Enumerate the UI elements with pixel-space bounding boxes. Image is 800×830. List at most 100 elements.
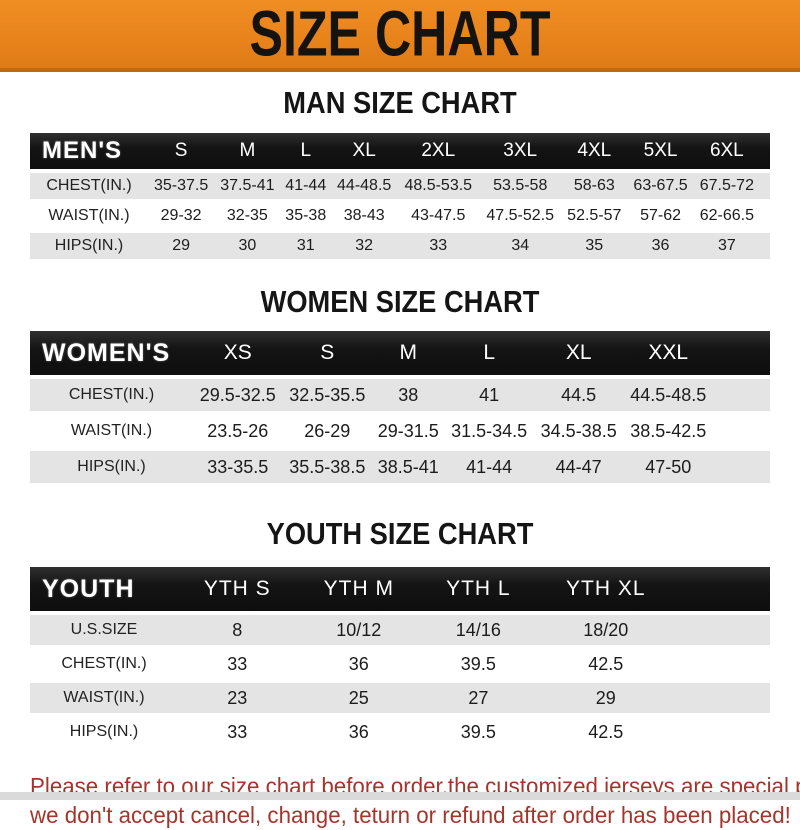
size-cell: 41 — [444, 379, 534, 411]
size-cell: 23 — [178, 683, 297, 713]
size-col-header: S — [148, 133, 215, 169]
size-col-header: 4XL — [561, 133, 628, 169]
size-cell: 38-43 — [331, 203, 398, 229]
disclaimer-line-2: we don't accept cancel, change, teturn o… — [30, 802, 791, 828]
size-cell: 29 — [535, 683, 676, 713]
size-cell: 33 — [397, 233, 480, 259]
size-cell: 29.5-32.5 — [193, 379, 283, 411]
size-cell: 44.5 — [533, 379, 624, 411]
size-col-header: YTH L — [421, 567, 536, 611]
women-table-label: WOMEN'S — [30, 331, 193, 375]
size-cell: 44-48.5 — [331, 173, 398, 199]
youth-table-label: YOUTH — [30, 567, 178, 611]
size-cell: 23.5-26 — [193, 415, 283, 447]
size-cell: 37 — [693, 233, 760, 259]
size-cell: 38.5-41 — [372, 451, 445, 483]
row-label: HIPS(IN.) — [30, 451, 193, 483]
size-cell: 38.5-42.5 — [623, 415, 713, 447]
size-cell: 53.5-58 — [479, 173, 562, 199]
table-row: WAIST(IN.) 23.5-26 26-29 29-31.5 31.5-34… — [30, 415, 770, 447]
size-cell: 29 — [148, 233, 215, 259]
size-col-header: XS — [193, 331, 283, 375]
spacer — [676, 717, 770, 747]
row-label: WAIST(IN.) — [30, 415, 193, 447]
order-disclaimer: Please refer to our size chart before or… — [30, 772, 800, 830]
size-col-header: 5XL — [627, 133, 694, 169]
size-cell: 31 — [280, 233, 332, 259]
spacer — [676, 567, 770, 611]
size-cell: 35 — [561, 233, 628, 259]
size-cell: 33 — [178, 649, 297, 679]
men-size-table: MEN'S S M L XL 2XL 3XL 4XL 5XL 6XL CHEST… — [30, 129, 770, 263]
men-section-title: MAN SIZE CHART — [283, 85, 517, 120]
men-header-row: MEN'S S M L XL 2XL 3XL 4XL 5XL 6XL — [30, 133, 770, 169]
size-cell: 27 — [421, 683, 536, 713]
size-cell: 39.5 — [421, 649, 536, 679]
size-cell: 58-63 — [561, 173, 628, 199]
table-row: CHEST(IN.) 35-37.5 37.5-41 41-44 44-48.5… — [30, 173, 770, 199]
size-cell: 31.5-34.5 — [444, 415, 534, 447]
row-label: U.S.SIZE — [30, 615, 178, 645]
size-cell: 36 — [296, 649, 422, 679]
table-row: HIPS(IN.) 29 30 31 32 33 34 35 36 37 — [30, 233, 770, 259]
size-cell: 47-50 — [623, 451, 713, 483]
spacer — [760, 173, 770, 199]
size-cell: 63-67.5 — [627, 173, 694, 199]
youth-section: YOUTH SIZE CHART YOUTH YTH S YTH M YTH L… — [0, 516, 800, 751]
page-title: SIZE CHART — [249, 0, 551, 70]
size-cell: 34.5-38.5 — [533, 415, 624, 447]
size-cell: 36 — [627, 233, 694, 259]
size-cell: 43-47.5 — [397, 203, 480, 229]
row-label: CHEST(IN.) — [30, 379, 193, 411]
row-label: CHEST(IN.) — [30, 173, 148, 199]
bottom-edge-strip — [0, 792, 800, 800]
women-size-table: WOMEN'S XS S M L XL XXL CHEST(IN.) 29.5-… — [30, 327, 770, 487]
size-cell: 30 — [214, 233, 281, 259]
spacer — [760, 233, 770, 259]
spacer — [713, 415, 770, 447]
size-cell: 42.5 — [535, 717, 676, 747]
table-row: CHEST(IN.) 33 36 39.5 42.5 — [30, 649, 770, 679]
size-cell: 44-47 — [533, 451, 624, 483]
size-cell: 14/16 — [421, 615, 536, 645]
youth-section-title: YOUTH SIZE CHART — [266, 516, 534, 551]
size-cell: 34 — [479, 233, 562, 259]
size-col-header: L — [444, 331, 534, 375]
table-row: HIPS(IN.) 33-35.5 35.5-38.5 38.5-41 41-4… — [30, 451, 770, 483]
size-col-header: YTH M — [296, 567, 422, 611]
size-cell: 41-44 — [444, 451, 534, 483]
size-cell: 32-35 — [214, 203, 281, 229]
table-row: U.S.SIZE 8 10/12 14/16 18/20 — [30, 615, 770, 645]
row-label: WAIST(IN.) — [30, 683, 178, 713]
size-col-header: 2XL — [397, 133, 480, 169]
spacer — [676, 615, 770, 645]
youth-size-table: YOUTH YTH S YTH M YTH L YTH XL U.S.SIZE … — [30, 563, 770, 751]
size-cell: 67.5-72 — [693, 173, 760, 199]
size-cell: 33-35.5 — [193, 451, 283, 483]
spacer — [760, 203, 770, 229]
size-cell: 10/12 — [296, 615, 422, 645]
size-cell: 47.5-52.5 — [479, 203, 562, 229]
table-row: CHEST(IN.) 29.5-32.5 32.5-35.5 38 41 44.… — [30, 379, 770, 411]
women-header-row: WOMEN'S XS S M L XL XXL — [30, 331, 770, 375]
men-table-label: MEN'S — [30, 133, 148, 169]
size-col-header: XL — [331, 133, 398, 169]
women-section: WOMEN SIZE CHART WOMEN'S XS S M L XL XXL… — [0, 284, 800, 487]
table-row: HIPS(IN.) 33 36 39.5 42.5 — [30, 717, 770, 747]
size-cell: 42.5 — [535, 649, 676, 679]
size-cell: 41-44 — [280, 173, 332, 199]
men-section: MAN SIZE CHART MEN'S S M L XL 2XL 3XL 4X… — [0, 85, 800, 263]
table-row: WAIST(IN.) 23 25 27 29 — [30, 683, 770, 713]
spacer — [676, 649, 770, 679]
size-cell: 57-62 — [627, 203, 694, 229]
spacer — [760, 133, 770, 169]
table-row: WAIST(IN.) 29-32 32-35 35-38 38-43 43-47… — [30, 203, 770, 229]
size-cell: 29-31.5 — [372, 415, 445, 447]
size-col-header: L — [280, 133, 332, 169]
size-col-header: 3XL — [479, 133, 562, 169]
size-cell: 32.5-35.5 — [282, 379, 373, 411]
size-cell: 48.5-53.5 — [397, 173, 480, 199]
size-cell: 35-38 — [280, 203, 332, 229]
size-cell: 38 — [372, 379, 445, 411]
size-cell: 62-66.5 — [693, 203, 760, 229]
